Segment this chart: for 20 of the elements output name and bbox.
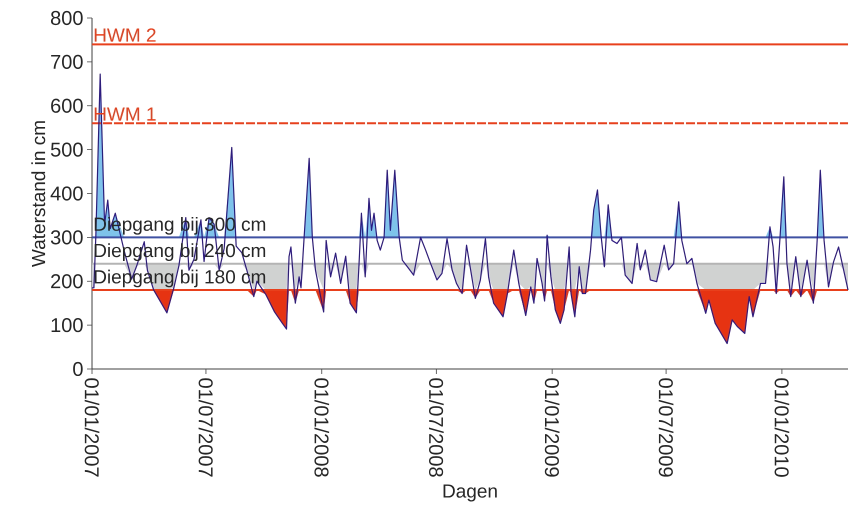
x-tick-label: 01/07/2009: [658, 378, 674, 477]
y-tick-label: 600: [51, 98, 83, 113]
x-tick-label: 01/01/2007: [84, 378, 100, 477]
x-axis-title: Dagen: [444, 484, 497, 502]
y-tick-label: 0: [73, 362, 83, 376]
x-tick-label: 01/01/2008: [314, 378, 330, 477]
y-tick-label: 700: [51, 54, 83, 69]
x-tick-label: 01/01/2010: [774, 378, 790, 477]
x-tick-label: 01/07/2008: [428, 378, 444, 477]
x-tick-label: 01/01/2009: [544, 378, 560, 477]
y-tick-label: 800: [50, 10, 83, 26]
y-tick-label: 100: [52, 318, 83, 332]
y-tick-label: 400: [50, 186, 83, 201]
x-tick-label: 01/07/2007: [198, 378, 214, 477]
y-tick-label: 300: [50, 230, 83, 244]
y-tick-label: 200: [51, 274, 83, 288]
y-axis-title: Waterstand in cm: [31, 121, 46, 267]
ref-line-label: HWM 2: [94, 28, 156, 42]
y-tick-label: 500: [50, 142, 83, 157]
line-series: [91, 74, 849, 344]
